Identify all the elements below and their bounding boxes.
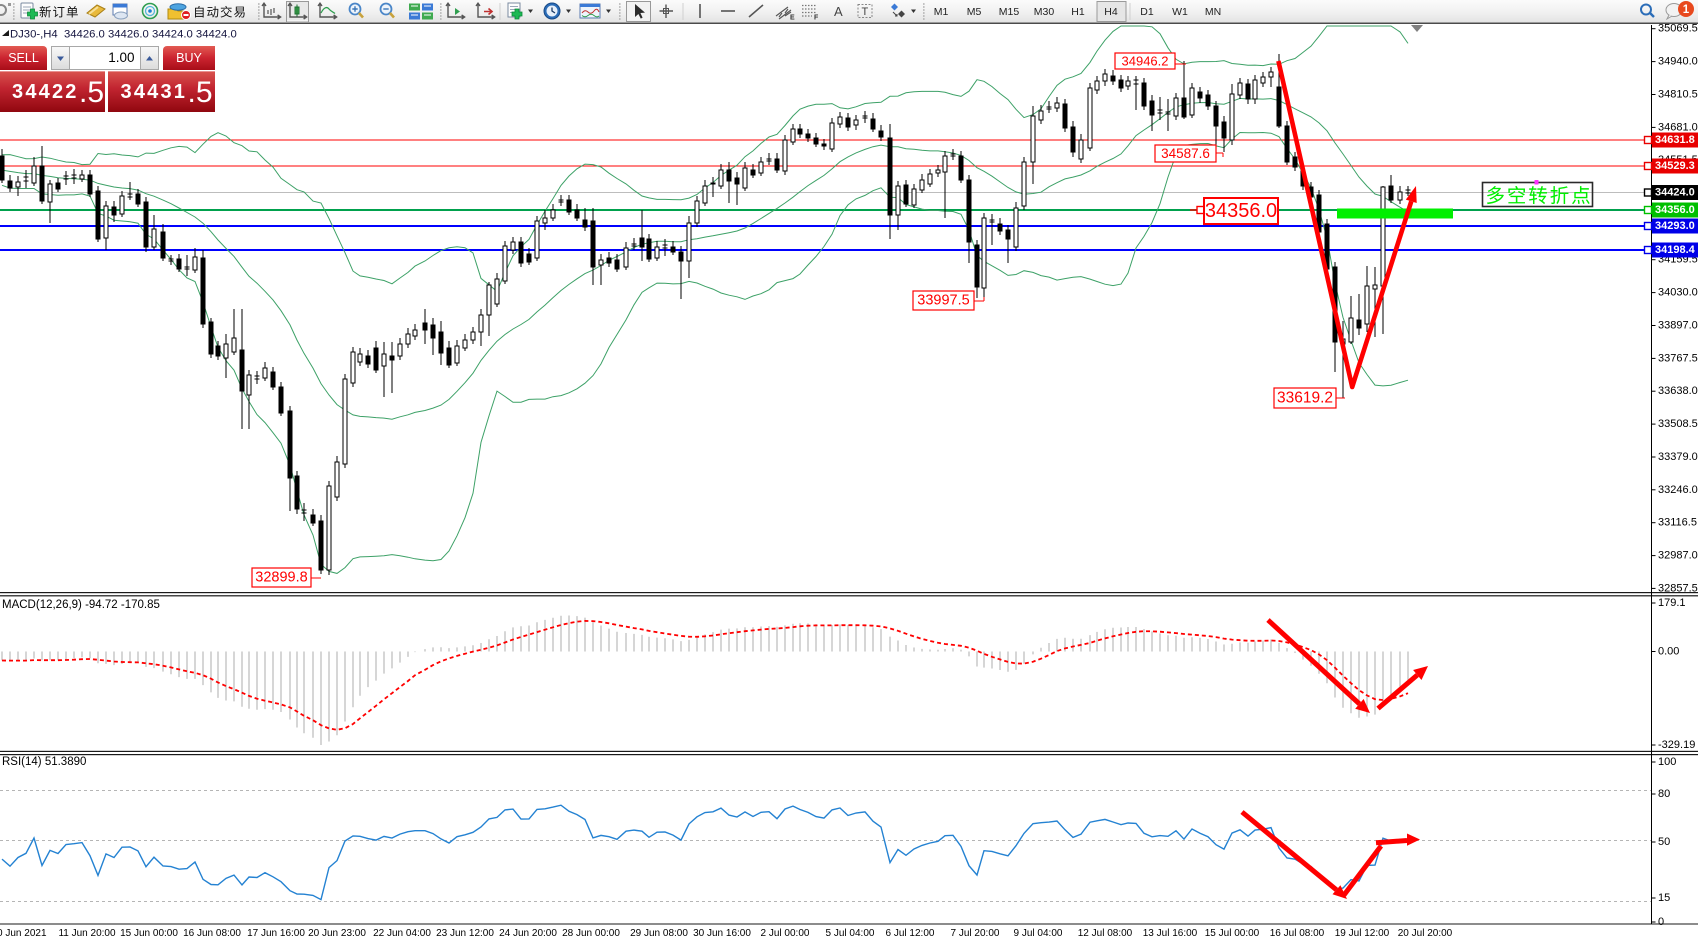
svg-text:15 Jul 00:00: 15 Jul 00:00	[1205, 928, 1260, 939]
svg-text:DJ30-,H4 34426.0 34426.0 3442: DJ30-,H4 34426.0 34426.0 34424.0 34424.0	[10, 29, 237, 41]
svg-text:23 Jun 12:00: 23 Jun 12:00	[436, 928, 494, 939]
svg-text:34810.5: 34810.5	[1658, 89, 1698, 101]
svg-text:20 Jun 23:00: 20 Jun 23:00	[308, 928, 366, 939]
svg-text:11 Jun 20:00: 11 Jun 20:00	[58, 928, 116, 939]
svg-text:H4: H4	[1104, 6, 1118, 18]
svg-text:33508.5: 33508.5	[1658, 418, 1698, 430]
svg-text:A: A	[834, 4, 843, 19]
svg-text:2 Jul 00:00: 2 Jul 00:00	[761, 928, 810, 939]
svg-text:10 Jun 2021: 10 Jun 2021	[0, 928, 47, 939]
svg-text:24 Jun 20:00: 24 Jun 20:00	[499, 928, 557, 939]
svg-text:W1: W1	[1172, 6, 1188, 18]
svg-text:5 Jul 04:00: 5 Jul 04:00	[826, 928, 875, 939]
svg-text:9 Jul 04:00: 9 Jul 04:00	[1014, 928, 1063, 939]
svg-text:20 Jul 20:00: 20 Jul 20:00	[1398, 928, 1453, 939]
svg-text:179.1: 179.1	[1658, 597, 1686, 609]
svg-text:22 Jun 04:00: 22 Jun 04:00	[373, 928, 431, 939]
svg-text:35069.5: 35069.5	[1658, 23, 1698, 35]
svg-text:34946.2: 34946.2	[1122, 54, 1169, 69]
svg-text:29 Jun 08:00: 29 Jun 08:00	[630, 928, 688, 939]
svg-text:100: 100	[1658, 756, 1676, 768]
svg-text:F: F	[814, 15, 819, 22]
svg-text:34198.4: 34198.4	[1655, 244, 1696, 256]
svg-text:33638.0: 33638.0	[1658, 385, 1698, 397]
svg-text:6 Jul 12:00: 6 Jul 12:00	[886, 928, 935, 939]
svg-text:33246.0: 33246.0	[1658, 484, 1698, 496]
svg-text:34424.0: 34424.0	[1655, 187, 1695, 199]
svg-text:33897.0: 33897.0	[1658, 320, 1698, 332]
svg-text:RSI(14) 51.3890: RSI(14) 51.3890	[2, 756, 86, 768]
svg-text:1: 1	[1683, 4, 1690, 16]
svg-text:50: 50	[1658, 836, 1670, 848]
svg-text:33997.5: 33997.5	[917, 293, 969, 309]
svg-text:M30: M30	[1034, 6, 1055, 18]
svg-text:34587.6: 34587.6	[1161, 146, 1210, 161]
svg-text:7 Jul 20:00: 7 Jul 20:00	[951, 928, 1000, 939]
svg-text:-329.19: -329.19	[1658, 739, 1695, 751]
svg-text:MN: MN	[1205, 6, 1221, 18]
svg-text:30 Jun 16:00: 30 Jun 16:00	[693, 928, 751, 939]
svg-text:33767.5: 33767.5	[1658, 352, 1698, 364]
svg-text:32899.8: 32899.8	[255, 570, 307, 586]
svg-text:33379.0: 33379.0	[1658, 451, 1698, 463]
svg-text:16 Jul 08:00: 16 Jul 08:00	[1270, 928, 1325, 939]
svg-text:E: E	[790, 15, 795, 22]
svg-text:0.00: 0.00	[1658, 646, 1679, 658]
svg-text:80: 80	[1658, 788, 1670, 800]
svg-text:MACD(12,26,9) -94.72 -170.85: MACD(12,26,9) -94.72 -170.85	[2, 599, 160, 611]
svg-text:32857.5: 32857.5	[1658, 582, 1698, 594]
svg-text:34356.0: 34356.0	[1655, 204, 1695, 216]
svg-text:15: 15	[1658, 892, 1670, 904]
svg-text:34631.8: 34631.8	[1655, 134, 1695, 146]
svg-text:33116.5: 33116.5	[1658, 517, 1697, 529]
svg-text:12 Jul 08:00: 12 Jul 08:00	[1078, 928, 1133, 939]
svg-text:28 Jun 00:00: 28 Jun 00:00	[562, 928, 620, 939]
svg-text:33619.2: 33619.2	[1277, 390, 1333, 407]
svg-text:M15: M15	[999, 6, 1020, 18]
svg-text:0: 0	[1658, 916, 1664, 928]
svg-text:34030.0: 34030.0	[1658, 287, 1698, 299]
svg-text:D1: D1	[1140, 6, 1154, 18]
svg-text:H1: H1	[1071, 6, 1085, 18]
svg-text:19 Jul 12:00: 19 Jul 12:00	[1335, 928, 1390, 939]
svg-text:34356.0: 34356.0	[1205, 200, 1277, 222]
svg-text:17 Jun 16:00: 17 Jun 16:00	[247, 928, 305, 939]
svg-text:15 Jun 00:00: 15 Jun 00:00	[120, 928, 178, 939]
svg-text:34529.3: 34529.3	[1655, 160, 1695, 172]
svg-text:34940.0: 34940.0	[1658, 56, 1698, 68]
svg-text:32987.0: 32987.0	[1658, 550, 1698, 562]
svg-text:T: T	[862, 6, 869, 18]
svg-text:13 Jul 16:00: 13 Jul 16:00	[1143, 928, 1198, 939]
svg-text:M5: M5	[967, 6, 982, 18]
svg-text:16 Jun 08:00: 16 Jun 08:00	[183, 928, 241, 939]
svg-text:34681.0: 34681.0	[1658, 121, 1698, 133]
svg-text:M1: M1	[934, 6, 949, 18]
svg-text:34293.0: 34293.0	[1655, 220, 1695, 232]
